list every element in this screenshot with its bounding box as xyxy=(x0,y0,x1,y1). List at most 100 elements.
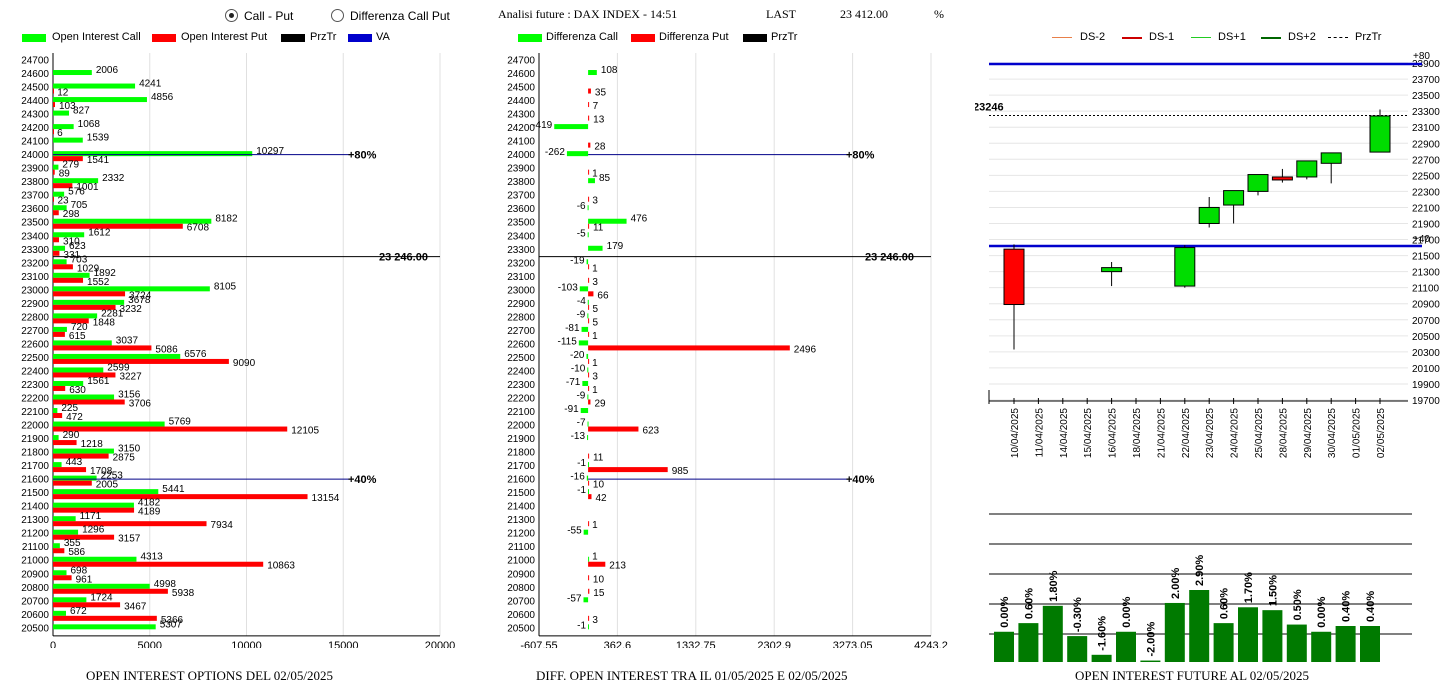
legend-ds-plus2-label: DS+2 xyxy=(1288,31,1316,43)
oi-future-label: 1.50% xyxy=(1267,575,1279,606)
call-bar xyxy=(53,367,104,373)
call-value-label: 703 xyxy=(71,254,88,265)
put-bar xyxy=(53,210,59,216)
oi-future-bar xyxy=(1164,602,1185,662)
x-tick-label: 3273.05 xyxy=(833,640,873,648)
call-bar xyxy=(53,259,67,265)
call-bar xyxy=(53,178,99,184)
diff-put-value-label: 7 xyxy=(593,101,599,112)
put-bar xyxy=(53,548,65,554)
strike-label: 22900 xyxy=(21,299,49,310)
put-bar xyxy=(53,250,60,256)
diff-put-value-label: 3 xyxy=(592,277,598,288)
legend-ds-1-label: DS-1 xyxy=(1149,31,1175,43)
put-value-label: 7934 xyxy=(211,520,234,531)
strike-label: 23500 xyxy=(507,218,535,229)
oi-future-bar xyxy=(994,631,1014,662)
strike-label: 23400 xyxy=(507,231,535,242)
call-value-label: 1539 xyxy=(87,133,110,144)
oi-options-chart: 0 5000 10000 15000 20000 24700 24600 2006 24500 4… xyxy=(21,53,455,648)
y-tick-label: 20300 xyxy=(1412,348,1440,359)
call-value-label: 225 xyxy=(61,403,78,414)
call-bar xyxy=(53,245,66,251)
y-tick-label: 21700 xyxy=(1412,236,1440,247)
radio-call-put-dot[interactable] xyxy=(225,9,238,22)
put-bar xyxy=(53,277,84,283)
call-value-label: 355 xyxy=(64,538,81,549)
strike-label: 23600 xyxy=(21,204,49,215)
diff-put-value-label: 28 xyxy=(594,142,606,153)
x-tick-label: 362.6 xyxy=(604,640,632,648)
y-tick-label: 22100 xyxy=(1412,203,1440,214)
va-marker-label: +40% xyxy=(846,474,875,486)
put-value-label: 615 xyxy=(69,331,86,342)
diff-put-bar xyxy=(588,318,590,324)
date-label: 15/04/2025 xyxy=(1083,408,1094,458)
strike-label: 22100 xyxy=(21,407,49,418)
call-bar xyxy=(53,408,58,414)
strike-label: 24400 xyxy=(21,96,49,107)
diff-call-value-label: 1 xyxy=(592,552,598,563)
strike-label: 21300 xyxy=(507,515,535,526)
strike-label: 22100 xyxy=(507,407,535,418)
strike-label: 23500 xyxy=(21,218,49,229)
call-bar xyxy=(53,313,98,319)
put-bar xyxy=(53,615,157,621)
put-value-label: 5086 xyxy=(155,344,178,355)
radio-diff[interactable]: Differenza Call Put xyxy=(331,9,481,25)
strike-label: 21500 xyxy=(21,488,49,499)
oi-future-label: 0.60% xyxy=(1219,588,1231,619)
call-value-label: 1612 xyxy=(88,227,111,238)
call-value-label: 3678 xyxy=(128,295,151,306)
put-value-label: 1552 xyxy=(87,277,110,288)
call-bar xyxy=(53,232,85,238)
strike-label: 22200 xyxy=(507,394,535,405)
diff-put-value-label: 1 xyxy=(592,169,598,180)
strike-label: 24500 xyxy=(507,83,535,94)
diff-put-value-label: 42 xyxy=(595,493,607,504)
legend-diff-prztr-label: PrzTr xyxy=(771,31,798,43)
diff-put-value-label: 29 xyxy=(594,399,606,410)
strike-label: 21400 xyxy=(507,502,535,513)
call-bar xyxy=(53,272,90,278)
oi-future-bar xyxy=(1213,623,1234,662)
legend-diff-call-label: Differenza Call xyxy=(546,31,618,43)
radio-diff-dot[interactable] xyxy=(331,9,344,22)
diff-call-bar xyxy=(578,340,589,346)
diff-call-bar xyxy=(587,435,589,441)
diff-put-bar xyxy=(588,264,590,270)
put-bar xyxy=(53,88,54,94)
call-value-label: 290 xyxy=(63,430,80,441)
y-tick-label: 22700 xyxy=(1412,155,1440,166)
diff-put-bar xyxy=(588,399,591,405)
call-value-label: 623 xyxy=(69,241,86,252)
va-upper-label: +80 xyxy=(1413,51,1430,62)
y-tick-label: 19700 xyxy=(1412,396,1440,407)
diff-put-bar xyxy=(588,331,590,337)
caption-panel4: OPEN INTEREST FUTURE AL 02/05/2025 xyxy=(1075,668,1310,683)
candle-body xyxy=(1174,247,1196,287)
put-value-label: 12 xyxy=(57,88,69,99)
put-value-label: 89 xyxy=(59,169,71,180)
diff-put-bar xyxy=(588,277,590,283)
strike-label: 22000 xyxy=(21,421,49,432)
strike-label: 24200 xyxy=(21,123,49,134)
diff-put-bar xyxy=(588,575,590,581)
put-value-label: 961 xyxy=(76,574,93,585)
diff-call-bar xyxy=(588,245,603,251)
call-bar xyxy=(53,583,150,589)
strike-label: 21200 xyxy=(21,529,49,540)
oi-future-bar xyxy=(1116,631,1136,662)
strike-label: 23300 xyxy=(507,245,535,256)
y-tick-label: 23500 xyxy=(1412,91,1440,102)
diff-call-value-label: -9 xyxy=(576,309,585,320)
legend-va-label: VA xyxy=(376,31,390,43)
strike-label: 22500 xyxy=(21,353,49,364)
radio-call-put[interactable]: Call - Put xyxy=(225,9,325,25)
strike-label: 22700 xyxy=(21,326,49,337)
call-value-label: 1724 xyxy=(90,592,113,603)
call-value-label: 5307 xyxy=(160,619,183,630)
legend-panel3: DS-2 DS-1 DS+1 DS+2 PrzTr xyxy=(1048,31,1408,45)
legend-p3-prztr: PrzTr xyxy=(1328,31,1381,43)
y-tick-label: 20700 xyxy=(1412,316,1440,327)
